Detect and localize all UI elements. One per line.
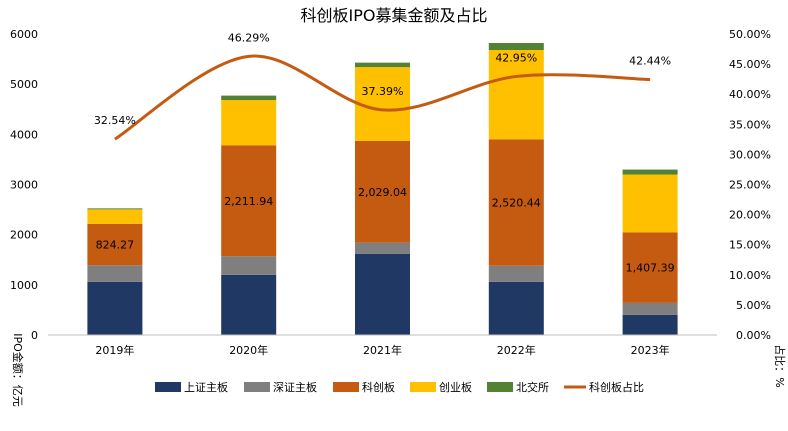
x-tick-label: 2023年 [631,343,670,357]
line-value-label: 46.29% [228,31,270,44]
bar-segment [488,265,544,282]
line-value-label: 37.39% [362,85,404,98]
legend-swatch [410,382,436,392]
legend: 上证主板 深证主板 科创板 创业板 北交所 科创板占比 [155,380,644,394]
bar-value-label: 2,211.94 [224,195,273,208]
share-line-path [114,54,651,141]
y2-tick-label: 5.00% [736,299,771,312]
bar-segment [355,140,410,243]
bar-value-label: 824.27 [96,239,135,252]
bar-value-label: 1,407.39 [626,262,675,275]
bar-segment [355,67,410,141]
legend-swatch [155,382,181,392]
line-value-label: 42.44% [629,55,671,68]
bar-segment [221,274,277,335]
legend-swatch [487,382,513,392]
bar-segment [221,100,277,146]
y-axis-ticks: 0 1000 2000 3000 4000 5000 6000 [10,28,38,342]
bar-segment [87,208,143,210]
y2-axis-label: 占比：% [773,344,787,387]
line-value-label: 42.95% [495,51,537,64]
legend-swatch [333,382,359,392]
y2-tick-label: 45.00% [729,58,771,71]
y-tick-label: 5000 [10,78,38,91]
line-series [114,54,651,141]
bar-value-label: 2,520.44 [492,197,541,210]
x-axis-ticks: 2019年 2020年 2021年 2022年 2023年 [95,343,669,357]
bar-segment [622,302,678,315]
y-tick-label: 3000 [10,179,38,192]
bar-segment [488,50,544,140]
bar-segment [488,281,544,335]
legend-label: 深证主板 [273,380,317,394]
y2-tick-label: 40.00% [729,88,771,101]
y2-tick-label: 20.00% [729,209,771,222]
bar-segment [488,139,544,266]
y2-tick-label: 50.00% [729,28,771,41]
bar-segment [87,223,143,266]
bar-data-labels: 824.27 2,211.94 2,029.04 2,520.44 1,407.39 [96,186,675,275]
bar-segment [221,145,277,257]
chart-title: 科创板IPO募集金额及占比 [301,6,488,25]
x-tick-label: 2019年 [95,343,134,357]
bar-segment [87,281,143,335]
y-tick-label: 4000 [10,128,38,141]
y2-tick-label: 15.00% [729,239,771,252]
bar-segment [622,174,678,233]
bar-segment [87,209,143,224]
y2-tick-label: 0.00% [736,329,771,342]
bar-segment [87,265,143,282]
y2-tick-label: 35.00% [729,118,771,131]
legend-label: 创业板 [439,380,472,394]
bar-segment [622,314,678,335]
x-tick-label: 2020年 [229,343,268,357]
legend-swatch [244,382,270,392]
x-tick-label: 2022年 [497,343,536,357]
bar-value-label: 2,029.04 [358,186,407,199]
y2-axis-ticks: 0.00% 5.00% 10.00% 15.00% 20.00% 25.00% 30.00%… [729,28,771,342]
bar-segment [355,62,410,68]
line-value-label: 32.54% [94,114,136,127]
y-tick-label: 0 [31,329,38,342]
bar-series [87,43,678,335]
bar-segment [355,253,410,335]
legend-label: 科创板占比 [589,380,644,394]
bar-segment [488,43,544,51]
bar-segment [221,256,277,275]
y-tick-label: 2000 [10,229,38,242]
y2-tick-label: 25.00% [729,179,771,192]
legend-label: 上证主板 [184,380,228,394]
y-tick-label: 6000 [10,28,38,41]
y2-tick-label: 30.00% [729,148,771,161]
bar-segment [355,242,410,254]
y-tick-label: 1000 [10,279,38,292]
bar-segment [221,95,277,101]
bar-segment [622,232,678,303]
line-data-labels: 32.54% 46.29% 37.39% 42.95% 42.44% [94,31,671,127]
y2-tick-label: 10.00% [729,269,771,282]
bar-segment [622,169,678,175]
legend-label: 北交所 [516,380,549,394]
y-axis-label: IPO金额：亿元 [11,333,25,407]
x-tick-label: 2021年 [363,343,402,357]
legend-label: 科创板 [362,380,395,394]
